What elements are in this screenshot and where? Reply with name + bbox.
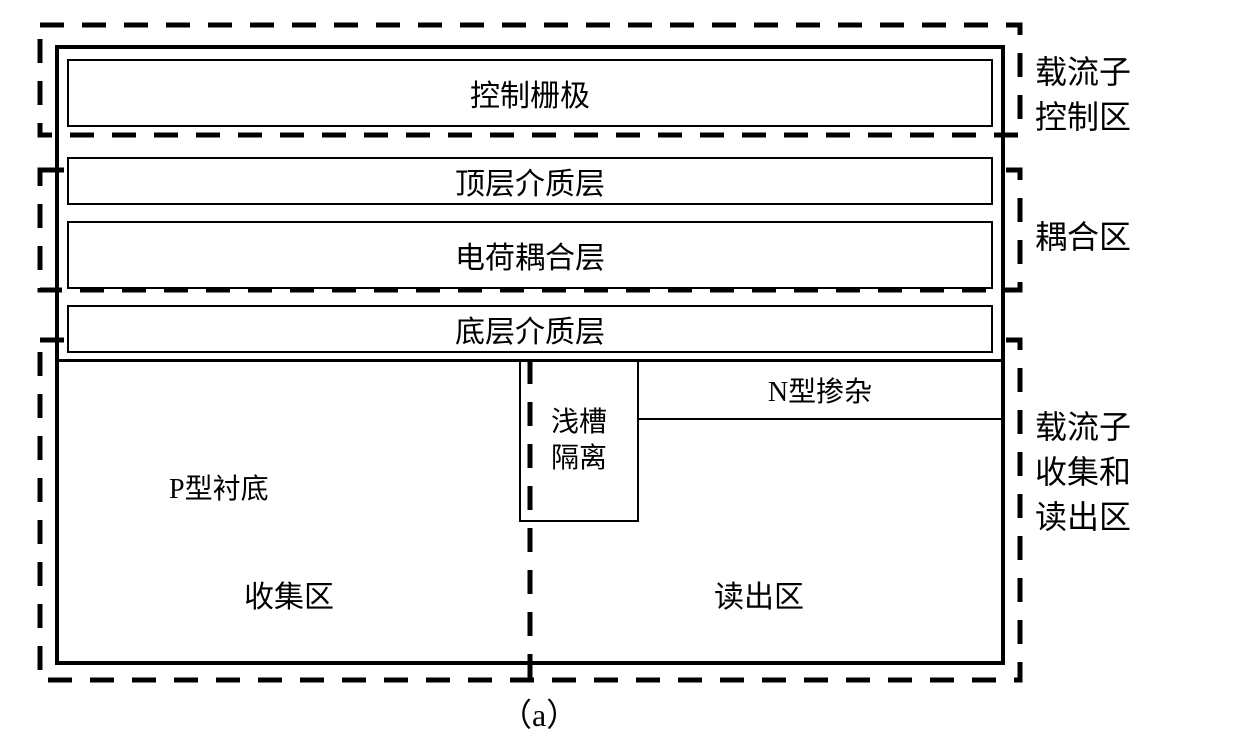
layer-top-dielectric-label: 顶层介质层 bbox=[455, 159, 605, 203]
sti-box: 浅槽 隔离 bbox=[519, 362, 639, 522]
ndope-label: N型掺杂 bbox=[768, 370, 872, 410]
right-label-coupling: 耦合区 bbox=[1035, 215, 1205, 260]
diagram-wrap: 控制栅极 顶层介质层 电荷耦合层 底层介质层 浅槽 隔离 N型掺杂 P型衬底 收… bbox=[30, 20, 1210, 720]
p-substrate-label: P型衬底 bbox=[169, 467, 269, 507]
collect-zone-label: 收集区 bbox=[189, 572, 389, 616]
readout-zone-label: 读出区 bbox=[659, 572, 859, 616]
layer-control-gate: 控制栅极 bbox=[67, 59, 993, 127]
right-label-control: 载流子 控制区 bbox=[1035, 50, 1205, 140]
layer-bottom-dielectric: 底层介质层 bbox=[67, 305, 993, 353]
right-label-collect-readout: 载流子 收集和 读出区 bbox=[1035, 405, 1205, 539]
layer-control-gate-label: 控制栅极 bbox=[470, 71, 590, 115]
substrate-area: 浅槽 隔离 N型掺杂 P型衬底 收集区 读出区 bbox=[59, 359, 1001, 661]
figure-caption: （a） bbox=[500, 690, 578, 736]
layer-top-dielectric: 顶层介质层 bbox=[67, 157, 993, 205]
layer-coupling: 电荷耦合层 bbox=[67, 221, 993, 289]
layer-bottom-dielectric-label: 底层介质层 bbox=[455, 307, 605, 351]
main-stack: 控制栅极 顶层介质层 电荷耦合层 底层介质层 浅槽 隔离 N型掺杂 P型衬底 收… bbox=[55, 45, 1005, 665]
sti-line2: 隔离 bbox=[551, 441, 607, 477]
layer-coupling-label: 电荷耦合层 bbox=[455, 233, 605, 277]
sti-line1: 浅槽 bbox=[551, 405, 607, 441]
ndope-box: N型掺杂 bbox=[639, 362, 1001, 420]
